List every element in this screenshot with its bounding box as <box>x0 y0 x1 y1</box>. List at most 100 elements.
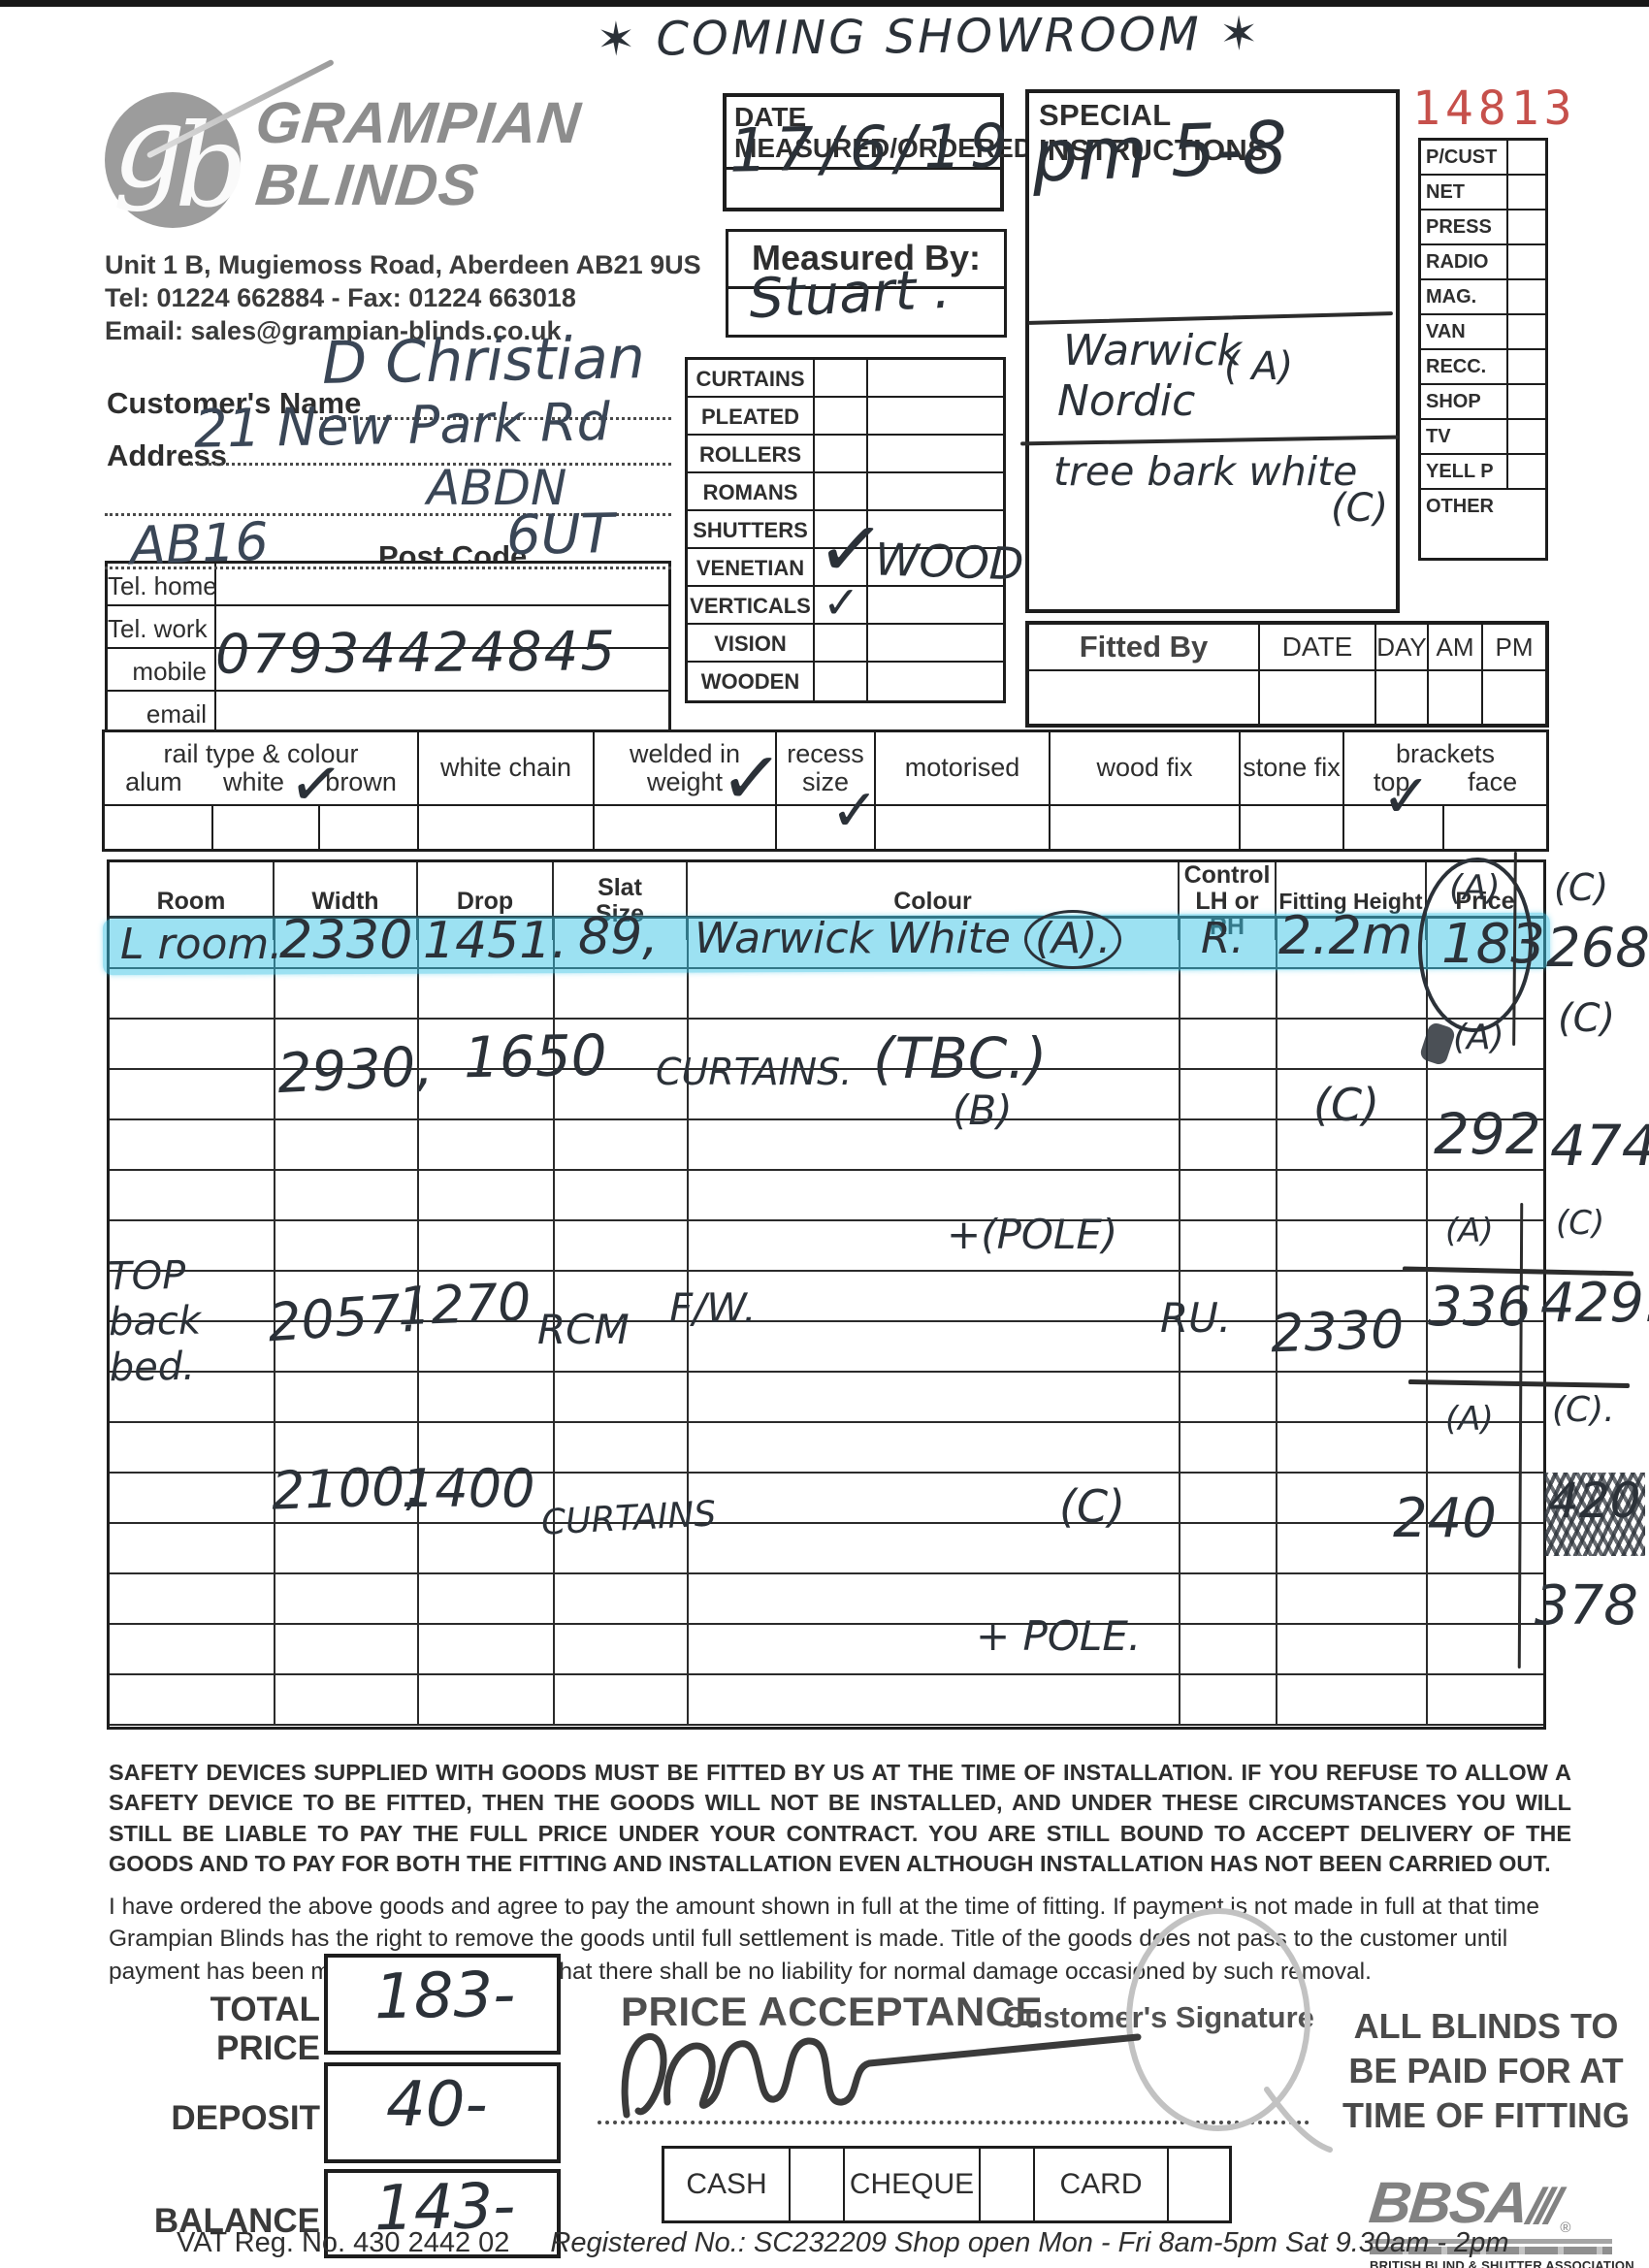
vat-number: VAT Reg. No. 430 2442 02 <box>177 2227 510 2258</box>
fitted-date-cell <box>1260 671 1376 724</box>
product-check-cell <box>815 625 868 661</box>
company-contact-block: Unit 1 B, Mugiemoss Road, Aberdeen AB21 … <box>105 248 701 347</box>
hw-row1-colour-tag: (A). <box>1023 910 1122 969</box>
rail-type-label: rail type & colour <box>163 738 359 768</box>
source-label: RECC. <box>1421 350 1508 383</box>
source-label: OTHER <box>1426 496 1494 517</box>
source-row: RADIO <box>1421 245 1545 280</box>
footer-registration-line: VAT Reg. No. 430 2442 02 Registered No.:… <box>177 2227 1509 2259</box>
card-check-cell <box>1169 2149 1229 2220</box>
handwritten-mobile-number: 07934424845 <box>214 620 618 687</box>
hw-row3-drop: 1270 <box>396 1271 533 1338</box>
motorised-cell <box>876 806 1049 849</box>
handwritten-venetian-note: WOOD <box>874 533 1025 591</box>
hw-row1-room: L room. <box>120 920 283 969</box>
bbsa-registered-mark: ® <box>1560 2219 1571 2236</box>
company-email: Email: sales@grampian-blinds.co.uk <box>105 316 562 345</box>
scan-edge-strip <box>0 0 1649 7</box>
wood-fix-cell <box>1051 806 1239 849</box>
tel-row: email <box>108 692 668 734</box>
brackets-face-label: face <box>1468 767 1518 796</box>
product-label: SHUTTERS <box>688 511 815 547</box>
fitted-by-label: Fitted By <box>1029 625 1260 669</box>
source-label: P/CUST <box>1421 141 1508 174</box>
hw-row4-colour-note: (C) <box>1059 1480 1126 1533</box>
source-check-cell <box>1508 280 1545 313</box>
fitted-day-header: DAY <box>1376 625 1429 669</box>
customer-address-label: Address <box>107 438 228 472</box>
header-colour: Colour <box>688 862 1180 940</box>
stone-fix-label: stone fix <box>1241 732 1342 806</box>
divider-line <box>727 167 1000 170</box>
welded-label: welded in weight <box>595 732 775 806</box>
hw-row4-extra-pole: + POLE. <box>976 1612 1142 1660</box>
registered-number-and-hours: Registered No.: SC232209 Shop open Mon -… <box>550 2227 1509 2258</box>
date-measured-label: DATE MEASURED/ORDERED <box>734 102 1034 163</box>
payment-method-strip: CASH CHEQUE CARD <box>662 2146 1232 2223</box>
hw-row1-price-a-tag: (A) <box>1449 868 1501 908</box>
product-label: ROMANS <box>688 473 815 509</box>
source-row: TV <box>1421 420 1545 455</box>
pen-q-mark <box>1126 1908 1333 2153</box>
deposit-box <box>324 2062 561 2163</box>
hw-row1-drop: 1451. <box>423 912 567 970</box>
handwritten-postcode: 6UT <box>505 502 615 567</box>
fitted-am-cell <box>1429 671 1483 724</box>
hw-row3-room: TOP back bed. <box>107 1252 202 1391</box>
source-check-cell <box>1508 420 1545 453</box>
handwritten-special-line2-tag: ( A) <box>1224 344 1294 389</box>
terms-block: SAFETY DEVICES SUPPLIED WITH GOODS MUST … <box>109 1758 1571 1988</box>
source-label: VAN <box>1421 315 1508 348</box>
product-note-cell <box>868 587 1003 623</box>
product-label: PLEATED <box>688 398 815 434</box>
header-price: Price <box>1455 887 1515 915</box>
source-check-cell <box>1508 176 1545 209</box>
rail-alum-label: alum <box>125 767 182 796</box>
hw-row2-fitting-note: (C) <box>1313 1079 1380 1131</box>
handwritten-special-line2b: Nordic <box>1057 376 1196 426</box>
source-check-cell <box>1508 211 1545 243</box>
option-rail-column: rail type & colour alum white brown <box>105 732 419 849</box>
product-check-cell <box>815 549 868 585</box>
fitted-date-header: DATE <box>1260 625 1376 669</box>
hw-row3-slat: RCM <box>537 1306 630 1353</box>
header-fitting-height: Fitting Height <box>1277 862 1427 940</box>
hw-row4-drop: 1400 <box>402 1458 535 1519</box>
product-label: ROLLERS <box>688 436 815 471</box>
fitted-pm-header: PM <box>1495 632 1534 662</box>
source-check-cell <box>1508 385 1545 418</box>
tel-home-label: Tel. home <box>108 564 217 604</box>
measurements-table-grid <box>110 919 1543 1726</box>
logo-letter-g: g <box>113 80 186 213</box>
brackets-top-cell <box>1344 806 1444 849</box>
source-row: P/CUST <box>1421 141 1545 176</box>
handwritten-address-line2: ABDN <box>427 460 567 516</box>
bbsa-name: BBSA <box>1366 2170 1531 2235</box>
product-check-cell <box>815 587 868 623</box>
hw-row2-price-c-tag: (C) <box>1558 996 1616 1041</box>
hw-row1-price-a: 183 <box>1441 913 1545 976</box>
product-label: VISION <box>688 625 815 661</box>
brackets-label: brackets <box>1395 738 1496 768</box>
rail-check-row <box>105 806 417 849</box>
brackets-header: brackets top face <box>1344 732 1546 806</box>
product-note-cell <box>868 625 1003 661</box>
bbsa-logo: BBSA /// ® BRITISH BLIND & SHUTTER ASSOC… <box>1366 2169 1633 2268</box>
measurements-table-border <box>107 859 1546 1730</box>
product-row: VENETIAN <box>688 549 1003 587</box>
brackets-top-label: top <box>1373 767 1410 796</box>
source-label: YELL P <box>1421 455 1508 488</box>
dotted-line <box>105 513 671 516</box>
product-row: PLEATED <box>688 398 1003 436</box>
product-check-cell <box>815 511 868 547</box>
handwritten-customer-name: D Christian <box>321 324 646 398</box>
hw-row1-slat: 89, <box>578 908 659 966</box>
product-row: CURTAINS <box>688 360 1003 398</box>
cheque-cell: CHEQUE <box>845 2149 981 2220</box>
fitted-day-cell <box>1376 671 1429 724</box>
brackets-check-row <box>1344 806 1546 849</box>
dotted-line <box>320 417 671 420</box>
company-name-line2: BLINDS <box>252 152 482 217</box>
measured-by-label: Measured By: <box>751 238 982 277</box>
product-note-cell <box>868 398 1003 434</box>
